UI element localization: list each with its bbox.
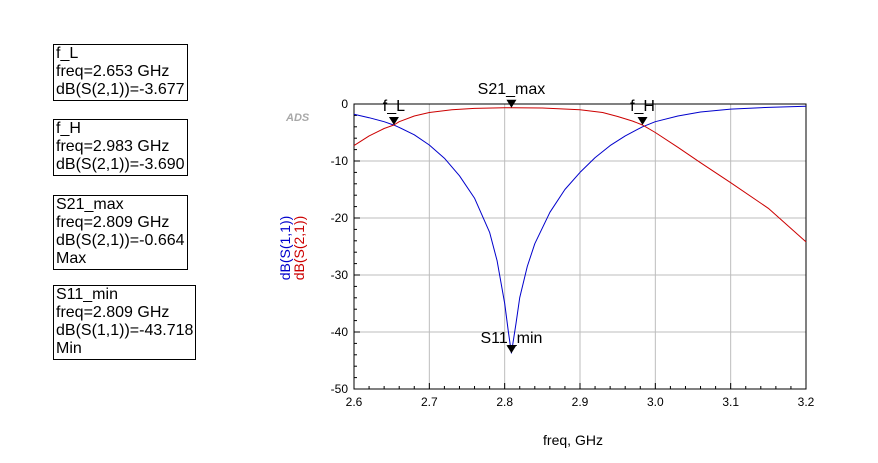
y-axis-ticks: 0 -10 -20 -30 -40 -50 <box>331 97 360 396</box>
y-tick-label: -10 <box>331 154 349 168</box>
ads-watermark: ADS <box>285 112 310 124</box>
markers-group: f_L S21_max f_H S11_min <box>383 81 655 354</box>
marker-label: f_L <box>383 98 405 115</box>
y-tick-label: -20 <box>331 211 349 225</box>
x-tick-label: 2.7 <box>421 395 438 409</box>
marker-freq: freq=2.809 GHz <box>56 214 170 231</box>
marker-name: f_L <box>56 45 79 62</box>
marker-triangle <box>388 116 399 125</box>
x-axis-ticks: 2.6 2.7 2.8 2.9 3.0 3.1 3.2 <box>346 383 815 409</box>
marker-box-f-h[interactable]: f_H freq=2.983 GHz dB(S(2,1))=-3.690 <box>53 119 188 176</box>
s11-series-line <box>353 105 807 354</box>
marker-freq: freq=2.653 GHz <box>56 63 170 80</box>
marker-label: S11_min <box>480 330 542 347</box>
marker-value: dB(S(2,1))=-0.664 <box>56 232 185 249</box>
marker-label: S21_max <box>478 81 546 98</box>
marker-triangle <box>637 117 648 126</box>
series-group <box>353 105 807 354</box>
y-axis-label-s11: dB(S(1,1)) <box>277 216 293 281</box>
y-tick-label: 0 <box>341 97 348 111</box>
marker-mode: Max <box>56 250 87 267</box>
marker-value: dB(S(1,1))=-43.718 <box>56 322 194 339</box>
marker-mode: Min <box>56 340 82 357</box>
marker-box-s21-max[interactable]: S21_max freq=2.809 GHz dB(S(2,1))=-0.664… <box>53 195 188 270</box>
marker-triangle <box>506 99 517 108</box>
marker-box-s11-min[interactable]: S11_min freq=2.809 GHz dB(S(1,1))=-43.71… <box>53 285 197 360</box>
marker-name: S11_min <box>56 286 118 303</box>
x-tick-label: 3.0 <box>647 395 664 409</box>
x-tick-label: 2.8 <box>496 395 513 409</box>
marker-value: dB(S(2,1))=-3.677 <box>56 81 185 98</box>
marker-name: f_H <box>56 120 81 137</box>
marker-freq: freq=2.983 GHz <box>56 138 170 155</box>
y-axis-label-s21: dB(S(2,1)) <box>291 216 307 281</box>
marker-value: dB(S(2,1))=-3.690 <box>56 156 185 173</box>
marker-freq: freq=2.809 GHz <box>56 304 170 321</box>
grid-lines <box>353 103 807 390</box>
marker-triangle <box>506 345 517 354</box>
y-tick-label: -30 <box>331 268 349 282</box>
y-tick-label: -40 <box>331 325 349 339</box>
x-tick-label: 3.1 <box>722 395 739 409</box>
x-tick-label: 2.6 <box>346 395 363 409</box>
x-tick-label: 3.2 <box>798 395 815 409</box>
x-tick-label: 2.9 <box>572 395 589 409</box>
marker-label: f_H <box>630 98 655 115</box>
s21-series-line <box>353 107 807 243</box>
marker-box-f-l[interactable]: f_L freq=2.653 GHz dB(S(2,1))=-3.677 <box>53 44 188 101</box>
x-axis-label: freq, GHz <box>543 432 603 448</box>
y-tick-label: -50 <box>331 382 349 396</box>
marker-name: S21_max <box>56 196 124 213</box>
